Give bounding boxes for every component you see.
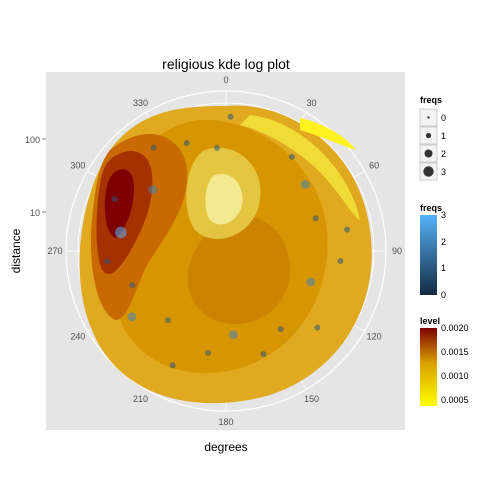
theta-label-330: 330 bbox=[133, 98, 148, 108]
r-tick-label-10: 10 bbox=[30, 208, 40, 218]
density-light-inner bbox=[205, 174, 243, 225]
theta-label-30: 30 bbox=[306, 98, 316, 108]
legend-size-dot-2 bbox=[424, 149, 433, 158]
legend-size-title: freqs bbox=[420, 95, 442, 105]
legend-level: level 0.0020 0.0015 0.0010 0.0005 bbox=[420, 316, 469, 406]
density-light-arc bbox=[240, 115, 360, 220]
legend-size-dot-3 bbox=[423, 166, 434, 177]
r-tick-labels: 100 10 bbox=[25, 135, 46, 218]
theta-label-210: 210 bbox=[133, 394, 148, 404]
legend-size: freqs 0 1 2 3 bbox=[419, 95, 446, 181]
density-swirl-1 bbox=[187, 215, 290, 325]
legend-size-dot-1 bbox=[425, 132, 432, 139]
scatter-point-6 bbox=[306, 277, 316, 287]
legend-size-label-3: 3 bbox=[441, 167, 446, 177]
theta-label-300: 300 bbox=[70, 161, 85, 171]
scatter-point-12 bbox=[169, 362, 176, 369]
legend-size-label-0: 0 bbox=[441, 113, 446, 123]
legend-size-label-1: 1 bbox=[441, 131, 446, 141]
legend-level-title: level bbox=[420, 316, 440, 326]
scatter-point-17 bbox=[115, 226, 127, 239]
scatter-point-5 bbox=[337, 258, 344, 265]
legend-level-bar bbox=[420, 328, 437, 406]
theta-label-90: 90 bbox=[392, 246, 402, 256]
legend-size-label-2: 2 bbox=[441, 149, 446, 159]
scatter-point-0 bbox=[227, 113, 234, 120]
theta-label-270: 270 bbox=[47, 246, 62, 256]
legend-color-label-0: 0 bbox=[441, 290, 446, 300]
theta-label-240: 240 bbox=[70, 332, 85, 342]
legend-color-title: freqs bbox=[420, 203, 442, 213]
scatter-point-3 bbox=[312, 215, 319, 222]
scatter-point-11 bbox=[205, 349, 212, 356]
scatter-point-10 bbox=[228, 330, 238, 340]
theta-label-150: 150 bbox=[304, 394, 319, 404]
scatter-point-20 bbox=[150, 144, 157, 151]
scatter-point-2 bbox=[300, 180, 310, 189]
legend-level-label-0015: 0.0015 bbox=[441, 347, 469, 357]
scatter-point-9 bbox=[260, 351, 267, 358]
r-tick-label-100: 100 bbox=[25, 135, 40, 145]
scatter-point-14 bbox=[127, 312, 137, 322]
scatter-point-22 bbox=[213, 144, 220, 151]
scatter-point-19 bbox=[148, 185, 158, 195]
scatter-point-7 bbox=[314, 324, 321, 331]
scatter-point-21 bbox=[183, 140, 190, 147]
legend-level-label-0020: 0.0020 bbox=[441, 323, 469, 333]
scatter-point-13 bbox=[164, 317, 171, 324]
scatter-points bbox=[104, 113, 351, 369]
density-layers bbox=[79, 105, 372, 404]
legend-color-label-3: 3 bbox=[441, 210, 446, 220]
scatter-point-16 bbox=[104, 258, 111, 265]
x-axis-label: degrees bbox=[204, 440, 247, 454]
legend-color: freqs 3 2 1 0 bbox=[420, 203, 446, 300]
y-axis-label: distance bbox=[9, 228, 23, 273]
legend-color-bar bbox=[420, 215, 437, 295]
scatter-point-15 bbox=[129, 282, 136, 289]
legend-level-label-0010: 0.0010 bbox=[441, 371, 469, 381]
theta-label-60: 60 bbox=[369, 161, 379, 171]
density-light-wedge bbox=[300, 118, 356, 150]
theta-label-180: 180 bbox=[218, 417, 233, 427]
scatter-point-18 bbox=[111, 196, 118, 203]
scatter-point-8 bbox=[277, 326, 284, 333]
legend-color-label-1: 1 bbox=[441, 263, 446, 273]
theta-tick-labels: 0 30 60 90 120 150 180 210 240 270 300 330 bbox=[47, 75, 402, 427]
legend-size-dot-0 bbox=[427, 116, 430, 119]
theta-label-0: 0 bbox=[223, 75, 228, 85]
theta-label-120: 120 bbox=[367, 332, 382, 342]
density-level-5 bbox=[104, 169, 134, 238]
chart-title: religious kde log plot bbox=[162, 56, 290, 72]
legend-level-label-0005: 0.0005 bbox=[441, 395, 469, 405]
legend-color-label-2: 2 bbox=[441, 237, 446, 247]
scatter-point-4 bbox=[344, 226, 351, 233]
scatter-point-1 bbox=[288, 153, 295, 160]
